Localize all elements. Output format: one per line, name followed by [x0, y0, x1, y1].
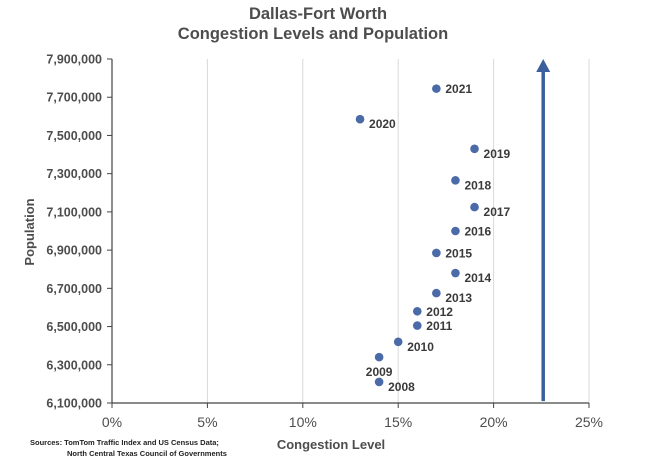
y-axis-label: Population: [22, 198, 37, 265]
chart-title-line-1: Dallas-Fort Worth: [249, 5, 387, 23]
y-tick-label: 7,100,000: [46, 205, 102, 219]
y-tick-label: 6,900,000: [46, 244, 102, 258]
data-point: [355, 114, 365, 124]
x-tick-label: 15%: [384, 414, 412, 430]
data-label: 2011: [426, 319, 452, 333]
trend-arrow: [536, 59, 551, 402]
y-tick-label: 7,700,000: [46, 91, 102, 105]
data-label: 2014: [464, 271, 491, 285]
chart-title-line-2: Congestion Levels and Population: [178, 25, 448, 43]
y-tick-label: 7,300,000: [46, 167, 102, 181]
x-tick-labels: 0% 5% 10% 15% 20% 25%: [102, 414, 603, 430]
source-note-line-1: Sources: TomTom Traffic Index and US Cen…: [30, 438, 219, 447]
data-points: [355, 84, 479, 387]
trend-arrow-head: [536, 59, 551, 72]
data-point: [374, 377, 384, 387]
data-point: [412, 306, 422, 316]
axes: [107, 58, 590, 408]
gridlines: [206, 59, 590, 403]
data-label: 2015: [445, 246, 472, 260]
data-label: 2021: [445, 82, 472, 96]
y-tick-label: 6,700,000: [46, 282, 102, 296]
data-label: 2017: [484, 205, 511, 219]
data-point: [470, 144, 479, 154]
x-tick-label: 0%: [102, 414, 122, 430]
x-tick-label: 5%: [197, 414, 217, 430]
x-tick-label: 25%: [575, 414, 603, 430]
data-label: 2020: [369, 117, 396, 131]
data-label: 2008: [388, 380, 415, 394]
data-label: 2013: [445, 291, 472, 305]
data-label: 2012: [426, 305, 453, 319]
x-tick-label: 20%: [480, 414, 508, 430]
y-tick-label: 6,100,000: [46, 397, 102, 411]
data-label: 2016: [464, 225, 491, 239]
y-tick-label: 7,900,000: [46, 53, 102, 67]
source-note-line-2: North Central Texas Council of Governmen…: [67, 449, 227, 458]
data-point: [451, 268, 460, 278]
data-point: [432, 84, 441, 93]
y-tick-labels: 6,100,000 6,300,000 6,500,000 6,700,000 6,90…: [46, 53, 102, 411]
data-point: [451, 176, 460, 185]
data-point: [374, 352, 384, 362]
data-label: 2018: [464, 178, 491, 192]
y-tick-label: 7,500,000: [46, 129, 102, 143]
data-label: 2009: [366, 365, 393, 379]
data-point: [470, 202, 479, 212]
data-point: [432, 248, 441, 258]
y-tick-label: 6,300,000: [46, 358, 102, 372]
x-tick-label: 10%: [289, 414, 317, 430]
y-tick-label: 6,500,000: [46, 320, 102, 334]
data-point: [451, 226, 460, 236]
data-label: 2010: [407, 340, 434, 354]
x-axis-label: Congestion Level: [277, 437, 385, 452]
data-point: [432, 288, 441, 298]
data-label: 2019: [484, 147, 511, 161]
data-point: [412, 321, 422, 330]
data-point: [393, 337, 403, 347]
